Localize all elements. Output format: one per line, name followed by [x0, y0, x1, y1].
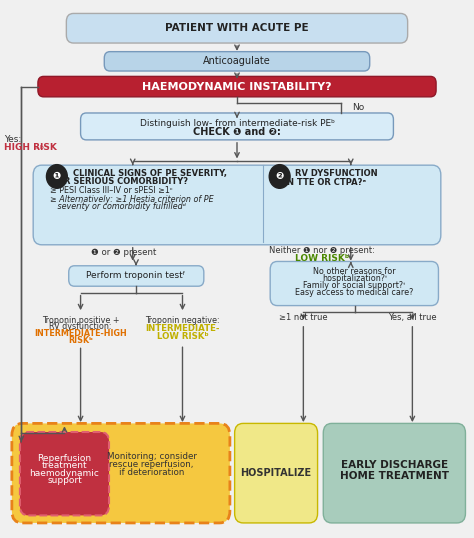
Text: No: No: [352, 103, 364, 112]
Text: HAEMODYNAMIC INSTABILITY?: HAEMODYNAMIC INSTABILITY?: [142, 82, 332, 91]
Text: Troponin positive +: Troponin positive +: [42, 316, 119, 324]
Circle shape: [46, 165, 67, 188]
Text: Troponin negative:: Troponin negative:: [145, 316, 220, 324]
Text: ON TTE OR CTPA?ᵉ: ON TTE OR CTPA?ᵉ: [280, 179, 366, 187]
Text: ≥1 not true: ≥1 not true: [279, 313, 328, 322]
Text: CLINICAL SIGNS OF PE SEVERITY,: CLINICAL SIGNS OF PE SEVERITY,: [73, 169, 228, 178]
FancyBboxPatch shape: [323, 423, 465, 523]
Text: HIGH RISK: HIGH RISK: [4, 143, 57, 152]
Text: hospitalization?ᶤ: hospitalization?ᶤ: [322, 274, 387, 282]
Text: a,b: a,b: [34, 145, 44, 150]
FancyBboxPatch shape: [38, 76, 436, 97]
Text: support: support: [47, 477, 82, 485]
Text: Monitoring; consider: Monitoring; consider: [107, 452, 197, 461]
FancyBboxPatch shape: [66, 13, 408, 43]
Text: CHECK ❶ and ❷:: CHECK ❶ and ❷:: [193, 128, 281, 137]
Text: No other reasons for: No other reasons for: [313, 267, 396, 275]
Text: Yes:: Yes:: [4, 136, 21, 144]
Text: ❶: ❶: [53, 172, 61, 181]
Text: RISKᵇ: RISKᵇ: [68, 336, 93, 344]
Text: RV dysfunction:: RV dysfunction:: [49, 322, 112, 331]
Text: PATIENT WITH ACUTE PE: PATIENT WITH ACUTE PE: [165, 23, 309, 33]
FancyBboxPatch shape: [20, 432, 109, 515]
Text: haemodynamic: haemodynamic: [29, 469, 100, 478]
Text: rescue reperfusion,: rescue reperfusion,: [109, 460, 194, 469]
FancyBboxPatch shape: [69, 266, 204, 286]
Text: HOME TREATMENT: HOME TREATMENT: [340, 471, 449, 481]
Text: treatment: treatment: [42, 462, 87, 470]
Text: INTERMEDIATE-HIGH: INTERMEDIATE-HIGH: [34, 329, 127, 338]
FancyBboxPatch shape: [81, 113, 393, 140]
Text: Family or social support?ᶤ: Family or social support?ᶤ: [303, 281, 406, 289]
Text: ≥ Alternatively: ≥1 Hestia criterion of PE: ≥ Alternatively: ≥1 Hestia criterion of …: [50, 195, 213, 203]
Text: LOW RISKᵇ: LOW RISKᵇ: [295, 254, 349, 263]
FancyBboxPatch shape: [270, 261, 438, 306]
Text: Reperfusion: Reperfusion: [37, 454, 91, 463]
Text: Distinguish low- from intermediate-risk PEᵇ: Distinguish low- from intermediate-risk …: [139, 119, 335, 128]
Text: ❷: ❷: [275, 172, 284, 181]
FancyBboxPatch shape: [104, 52, 370, 71]
Text: severity or comorbidity fulfilledᵈ: severity or comorbidity fulfilledᵈ: [50, 202, 186, 211]
Text: OR SERIOUS COMORBIDITY?: OR SERIOUS COMORBIDITY?: [57, 177, 188, 186]
FancyBboxPatch shape: [33, 165, 441, 245]
Text: HOSPITALIZE: HOSPITALIZE: [240, 469, 311, 478]
Circle shape: [269, 165, 290, 188]
Text: ≥ PESI Class III–IV or sPESI ≥1ᶜ: ≥ PESI Class III–IV or sPESI ≥1ᶜ: [50, 186, 173, 195]
Text: ❶ or ❷ present: ❶ or ❷ present: [91, 249, 156, 257]
Text: INTERMEDIATE-: INTERMEDIATE-: [145, 324, 220, 332]
FancyBboxPatch shape: [235, 423, 318, 523]
Text: LOW RISKᵇ: LOW RISKᵇ: [156, 332, 209, 341]
Text: Anticoagulate: Anticoagulate: [203, 56, 271, 66]
Text: Neither ❶ nor ❷ present:: Neither ❶ nor ❷ present:: [269, 246, 375, 254]
Text: EARLY DISCHARGE: EARLY DISCHARGE: [341, 461, 448, 470]
Text: RV DYSFUNCTION: RV DYSFUNCTION: [295, 169, 377, 178]
Text: Perform troponin testᶠ: Perform troponin testᶠ: [86, 272, 186, 280]
FancyBboxPatch shape: [12, 423, 230, 523]
Text: Easy access to medical care?: Easy access to medical care?: [295, 288, 414, 296]
Text: Yes, all true: Yes, all true: [388, 313, 437, 322]
Text: if deterioration: if deterioration: [119, 468, 184, 477]
